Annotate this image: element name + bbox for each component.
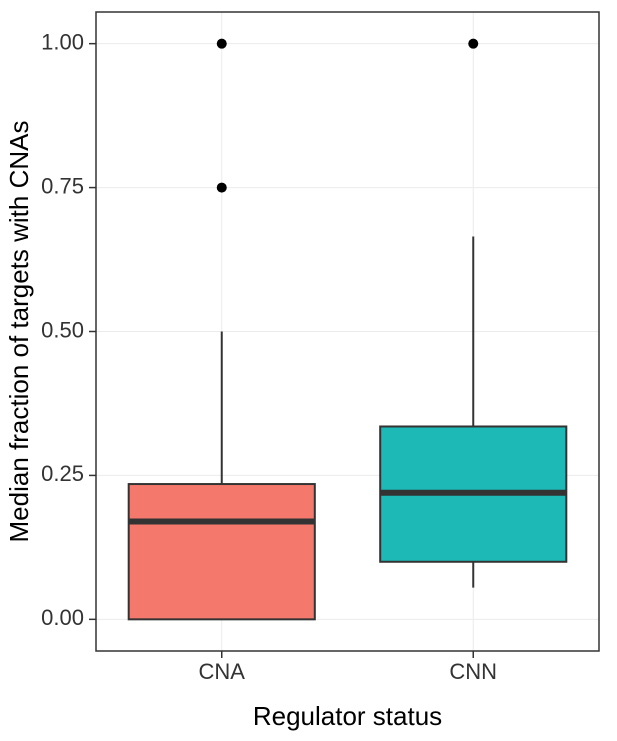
x-axis-title: Regulator status [253,701,442,731]
y-tick-label: 0.75 [41,173,84,198]
y-tick-label: 1.00 [41,29,84,54]
outlier-point [217,39,227,49]
x-tick-label: CNA [199,659,246,684]
y-tick-label: 0.50 [41,317,84,342]
boxplot-chart: 0.00 0.25 0.50 0.75 1.00 CNA CNN Regulator stat… [0,0,617,741]
y-axis-title: Median fraction of targets with CNAs [4,121,34,543]
y-tick-label: 0.25 [41,461,84,486]
outlier-point [468,39,478,49]
chart-background [0,0,617,741]
x-tick-label: CNN [449,659,497,684]
outlier-point [217,183,227,193]
y-tick-label: 0.00 [41,605,84,630]
box [129,484,315,619]
chart-svg: 0.00 0.25 0.50 0.75 1.00 CNA CNN Regulator stat… [0,0,617,741]
